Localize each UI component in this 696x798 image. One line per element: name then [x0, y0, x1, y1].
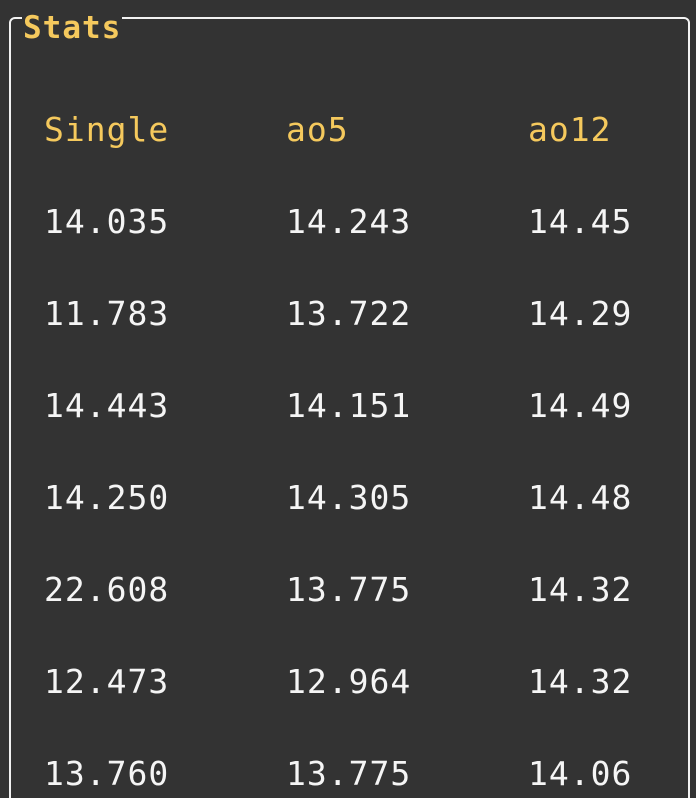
table-row: 14.035 14.243 14.45	[44, 175, 684, 267]
column-header-ao12: ao12	[528, 109, 612, 149]
stats-table: Single ao5 ao12 14.035 14.243 14.45 11.7…	[44, 83, 684, 798]
table-row: 12.473 12.964 14.32	[44, 635, 684, 727]
column-header-single: Single	[44, 109, 170, 149]
table-row: 22.608 13.775 14.32	[44, 543, 684, 635]
ao12-value: 14.32	[528, 569, 633, 609]
single-value: 13.760	[44, 753, 170, 793]
table-row: 13.760 13.775 14.06	[44, 727, 684, 798]
ao12-value: 14.49	[528, 385, 633, 425]
ao12-value: 14.45	[528, 201, 633, 241]
ao12-value: 14.06	[528, 753, 633, 793]
table-header: Single ao5 ao12	[44, 83, 684, 175]
single-value: 12.473	[44, 661, 170, 701]
ao12-value: 14.48	[528, 477, 633, 517]
column-header-ao5: ao5	[286, 109, 349, 149]
ao12-value: 14.29	[528, 293, 633, 333]
stats-panel: Stats Single ao5 ao12 14.035 14.243 14.4…	[9, 13, 690, 798]
ao5-value: 13.722	[286, 293, 412, 333]
single-value: 22.608	[44, 569, 170, 609]
ao5-value: 14.243	[286, 201, 412, 241]
single-value: 11.783	[44, 293, 170, 333]
single-value: 14.035	[44, 201, 170, 241]
ao5-value: 12.964	[286, 661, 412, 701]
ao5-value: 14.151	[286, 385, 412, 425]
single-value: 14.443	[44, 385, 170, 425]
table-row: 14.443 14.151 14.49	[44, 359, 684, 451]
ao5-value: 14.305	[286, 477, 412, 517]
panel-title: Stats	[22, 10, 123, 46]
ao12-value: 14.32	[528, 661, 633, 701]
table-row: 11.783 13.722 14.29	[44, 267, 684, 359]
table-row: 14.250 14.305 14.48	[44, 451, 684, 543]
single-value: 14.250	[44, 477, 170, 517]
ao5-value: 13.775	[286, 569, 412, 609]
ao5-value: 13.775	[286, 753, 412, 793]
